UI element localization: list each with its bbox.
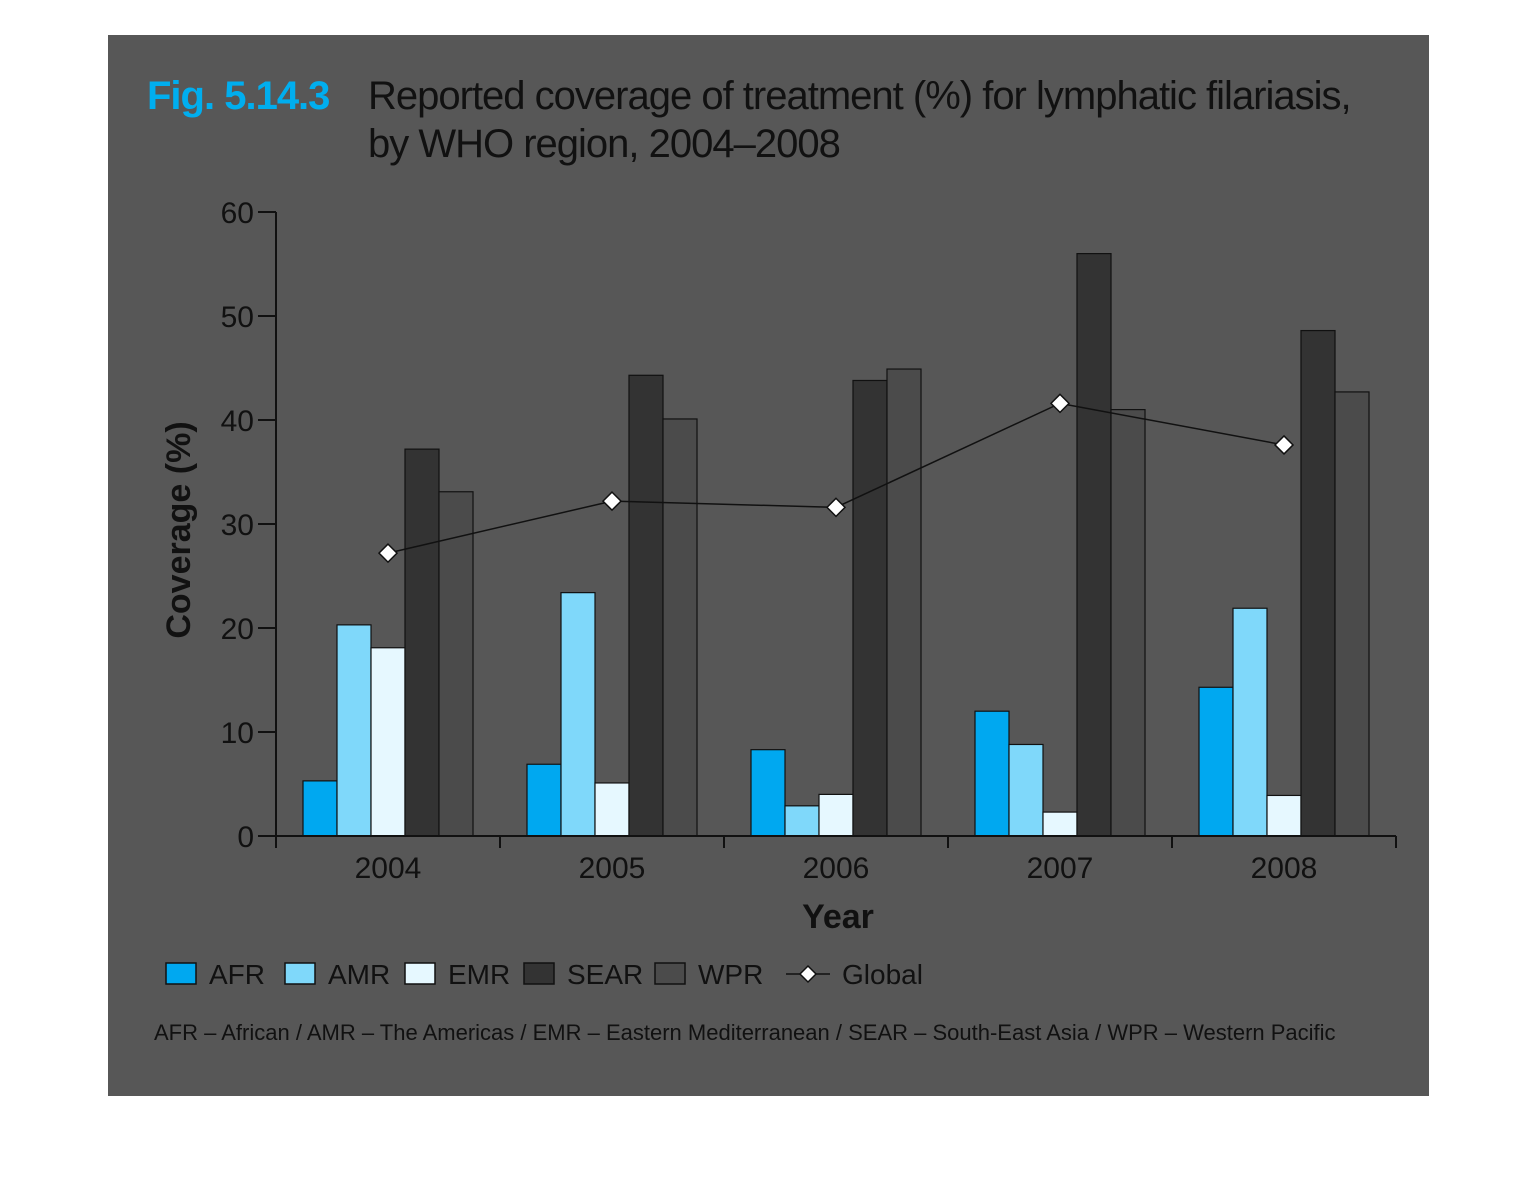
- y-tick-label-20: 20: [221, 613, 254, 646]
- bar-emr-2004: [370, 647, 406, 837]
- chart-title-line-1: Reported coverage of treatment (%) for l…: [368, 74, 1352, 118]
- y-tick-label-40: 40: [221, 405, 254, 438]
- x-tick-label-2005: 2005: [579, 852, 646, 885]
- bar-amr-2005: [560, 592, 596, 837]
- bar-afr-2006: [750, 749, 786, 837]
- bar-wpr-2007: [1110, 409, 1146, 837]
- global-marker-2005: [601, 491, 623, 512]
- bars-group: [302, 253, 1370, 837]
- bar-sear-2004: [404, 448, 440, 837]
- legend-label-wpr: WPR: [698, 959, 763, 990]
- bar-afr-2008: [1198, 686, 1234, 837]
- chart-panel: [108, 35, 1429, 1096]
- bar-sear-2006: [852, 379, 888, 837]
- bar-amr-2008: [1232, 607, 1268, 837]
- bar-sear-2005: [628, 374, 664, 837]
- footnote: AFR – African / AMR – The Americas / EMR…: [154, 1020, 1336, 1045]
- global-marker-2006: [825, 497, 847, 518]
- legend: AFR AMR EMR SEAR WPR Global: [165, 959, 923, 990]
- bar-emr-2007: [1042, 811, 1078, 837]
- bar-amr-2007: [1008, 743, 1044, 837]
- legend-label-afr: AFR: [209, 959, 265, 990]
- bar-wpr-2006: [886, 368, 922, 837]
- bar-afr-2004: [302, 780, 338, 837]
- global-line: [387, 402, 1285, 554]
- x-tick-label-2007: 2007: [1027, 852, 1094, 885]
- global-marker-2004: [377, 543, 399, 564]
- bar-afr-2007: [974, 710, 1010, 837]
- legend-swatch-wpr: [654, 962, 686, 985]
- global-marker-2008: [1273, 434, 1295, 456]
- figure-label: Fig. 5.14.3: [147, 74, 330, 118]
- y-tick-label-30: 30: [221, 509, 254, 542]
- legend-swatch-amr: [284, 962, 316, 985]
- bar-wpr-2005: [662, 418, 698, 837]
- legend-label-amr: AMR: [328, 959, 390, 990]
- bar-wpr-2004: [438, 491, 474, 837]
- bar-emr-2005: [594, 782, 630, 837]
- legend-swatch-afr: [165, 962, 197, 985]
- bar-emr-2008: [1266, 794, 1302, 837]
- bar-afr-2005: [526, 763, 562, 837]
- bar-sear-2007: [1076, 253, 1112, 837]
- legend-label-global: Global: [842, 959, 923, 990]
- bar-amr-2006: [784, 805, 820, 837]
- global-line-group: [377, 393, 1295, 564]
- x-tick-label-2004: 2004: [355, 852, 422, 885]
- y-tick-label-10: 10: [221, 717, 254, 750]
- legend-label-sear: SEAR: [567, 959, 643, 990]
- legend-label-emr: EMR: [448, 959, 510, 990]
- bar-emr-2006: [818, 793, 854, 837]
- legend-swatch-emr: [404, 962, 436, 985]
- y-tick-label-60: 60: [221, 197, 254, 230]
- bar-amr-2004: [336, 624, 372, 837]
- global-marker-2007: [1049, 393, 1071, 414]
- bar-sear-2008: [1300, 329, 1336, 837]
- x-tick-label-2006: 2006: [803, 852, 870, 885]
- y-axis-title: Coverage (%): [160, 421, 198, 638]
- bar-wpr-2008: [1334, 391, 1370, 837]
- x-tick-label-2008: 2008: [1251, 852, 1318, 885]
- y-tick-label-50: 50: [221, 301, 254, 334]
- chart-title-line-2: by WHO region, 2004–2008: [368, 122, 841, 166]
- legend-swatch-global-marker: [798, 964, 818, 984]
- axes-group: 0 10 20 30 40 50 60 2004 2005 2006 2007 2008: [221, 197, 1397, 885]
- legend-swatch-sear: [523, 962, 555, 985]
- x-axis-title: Year: [802, 898, 874, 936]
- y-tick-label-0: 0: [237, 821, 254, 854]
